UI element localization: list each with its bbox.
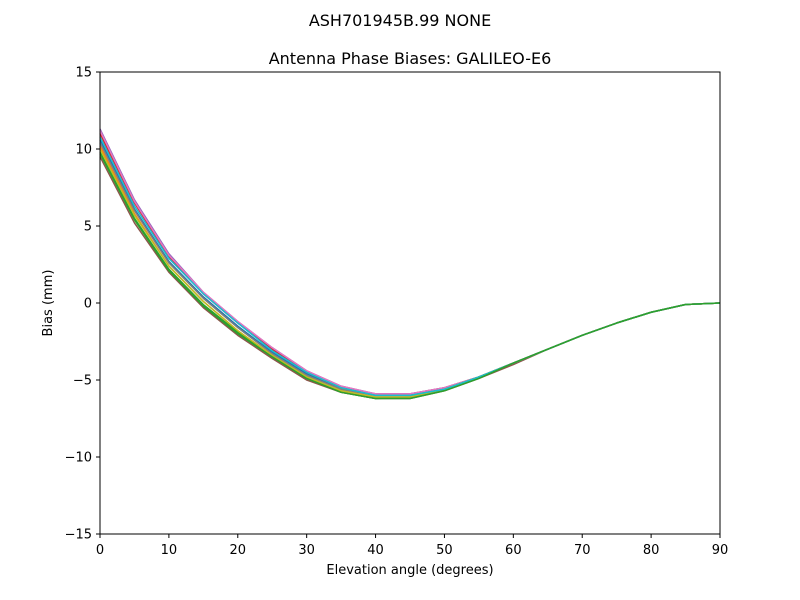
series-layer (99, 128, 721, 400)
figure-suptitle: ASH701945B.99 NONE (309, 11, 491, 30)
y-axis-ticks: 15 10 5 0 −5 −10 −15 (65, 66, 100, 543)
x-tick-label: 70 (574, 543, 591, 558)
x-tick-label: 40 (367, 543, 384, 558)
y-axis-label: Bias (mm) (41, 270, 56, 337)
y-tick-label: 0 (84, 297, 92, 312)
plot-area (100, 72, 720, 534)
x-tick-label: 10 (161, 543, 178, 558)
y-tick-label: 5 (84, 220, 92, 235)
x-tick-label: 80 (643, 543, 660, 558)
y-tick-label: −5 (73, 374, 92, 389)
x-tick-label: 20 (230, 543, 247, 558)
x-tick-label: 90 (712, 543, 729, 558)
series-line-11 (99, 153, 721, 400)
x-tick-label: 60 (505, 543, 522, 558)
x-tick-label: 50 (436, 543, 453, 558)
y-tick-label: 10 (75, 143, 92, 158)
x-axis-label: Elevation angle (degrees) (326, 563, 493, 578)
chart-title: Antenna Phase Biases: GALILEO-E6 (269, 49, 552, 68)
x-tick-label: 0 (96, 543, 104, 558)
y-tick-label: 15 (75, 66, 92, 81)
y-tick-label: −15 (65, 528, 92, 543)
x-tick-label: 30 (298, 543, 315, 558)
x-axis-ticks: 0 10 20 30 40 50 60 70 80 90 (96, 534, 728, 558)
y-tick-label: −10 (65, 451, 92, 466)
